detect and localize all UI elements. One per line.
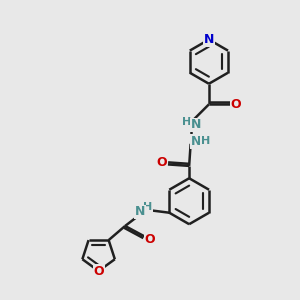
Text: O: O — [231, 98, 241, 111]
Text: N: N — [191, 135, 201, 148]
Text: N: N — [135, 205, 145, 218]
Text: O: O — [156, 157, 167, 169]
Text: H: H — [182, 117, 192, 127]
Text: H: H — [201, 136, 210, 146]
Text: N: N — [191, 118, 201, 131]
Text: O: O — [145, 233, 155, 246]
Text: H: H — [143, 202, 152, 212]
Text: N: N — [204, 33, 214, 46]
Text: O: O — [93, 265, 104, 278]
